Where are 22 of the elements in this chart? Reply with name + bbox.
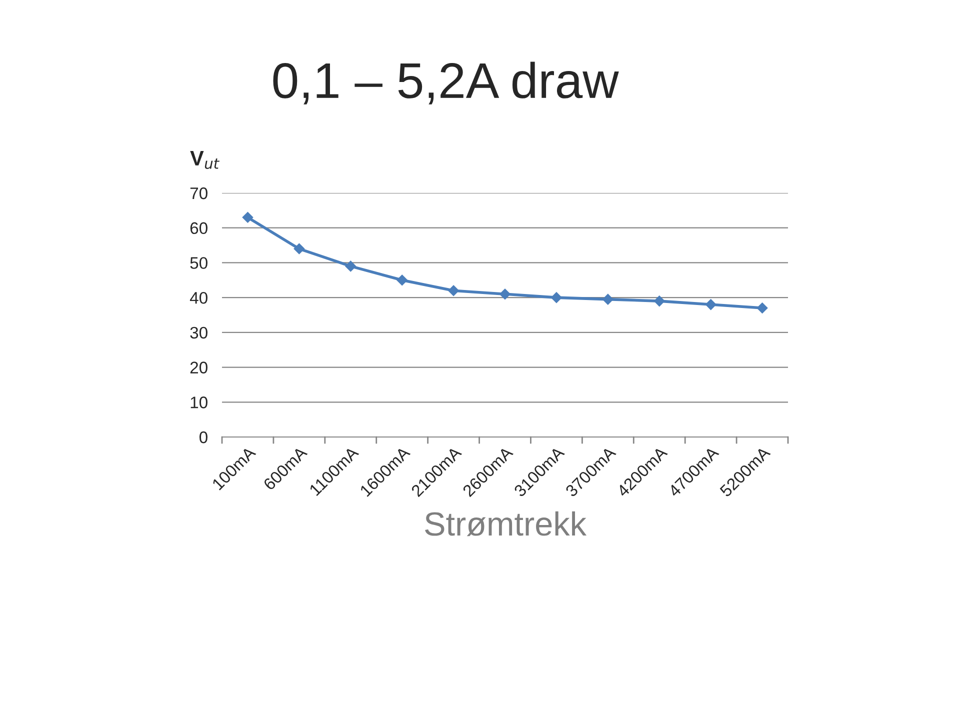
point bbox=[756, 302, 768, 314]
y-tick-label: 30 bbox=[190, 326, 208, 339]
y-tick-label: 10 bbox=[190, 396, 208, 408]
point bbox=[242, 212, 254, 223]
point bbox=[551, 292, 562, 303]
y-tick-label: 40 bbox=[190, 292, 208, 304]
y-tick-label: 0 bbox=[199, 431, 208, 444]
chart-title: 0,1 – 5,2A draw bbox=[273, 62, 619, 104]
point bbox=[448, 285, 459, 296]
y-tick-label: 20 bbox=[190, 362, 208, 374]
point bbox=[705, 299, 716, 310]
point bbox=[396, 274, 408, 286]
y-axis-title: V$_{ut}$ bbox=[190, 151, 220, 169]
y-tick-label: 60 bbox=[190, 222, 208, 234]
point bbox=[294, 243, 305, 254]
y-tick-label: 50 bbox=[190, 257, 208, 269]
point bbox=[602, 294, 614, 305]
point bbox=[345, 260, 356, 272]
point bbox=[500, 288, 510, 300]
point bbox=[654, 296, 665, 306]
y-tick-label: 70 bbox=[190, 187, 208, 200]
x-axis-title: Strømtrekk bbox=[425, 511, 587, 536]
